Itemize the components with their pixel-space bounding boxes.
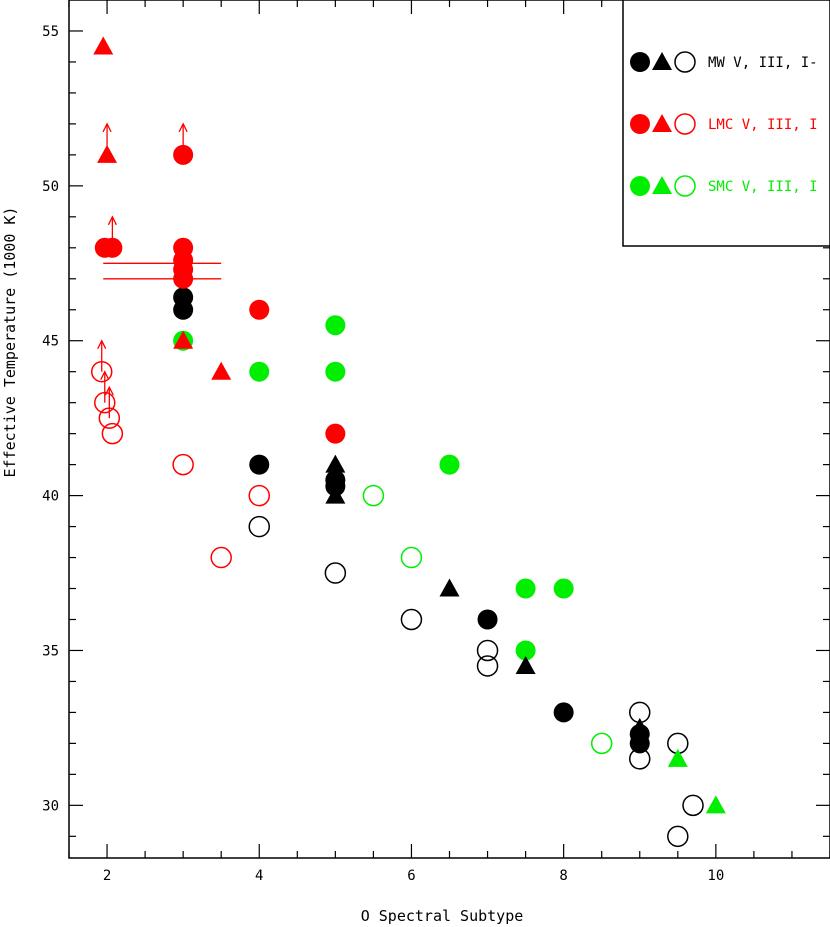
legend-open-circle-symbol [674, 113, 696, 135]
mw-v-point [477, 609, 498, 630]
arrow-head [107, 215, 117, 226]
arrow-head [102, 122, 112, 133]
mw-i-point [476, 639, 499, 662]
x-tick-label: 2 [103, 868, 111, 884]
legend-entry: MW V, III, I- [630, 51, 818, 73]
legend-triangle-symbol [652, 114, 672, 132]
lmc-v-point [173, 268, 194, 289]
mw-iii-point [325, 485, 346, 504]
smc-v-point [553, 578, 574, 599]
smc-iii-point [667, 748, 688, 767]
smc-v-point [325, 315, 346, 336]
lmc-iii-point [173, 330, 194, 349]
x-tick-label: 10 [707, 868, 724, 884]
lower-limit-arrow [97, 339, 107, 372]
lmc-iii-point [93, 36, 114, 55]
lmc-iii-point [97, 144, 118, 163]
data-markers [90, 36, 726, 848]
smc-i-point [362, 484, 385, 507]
x-tick-label: 6 [407, 868, 415, 884]
smc-v-point [515, 640, 536, 661]
lmc-i-point [248, 484, 270, 507]
axis-ticks: 2 4 6 8 10 30 35 40 45 50 55 [42, 0, 830, 884]
legend-triangle-symbol [652, 176, 672, 194]
lmc-v-point [173, 144, 194, 165]
mw-iii-point [515, 655, 536, 674]
mw-i-point [248, 515, 270, 538]
mw-iii-point [325, 454, 346, 473]
lmc-iii-point [211, 361, 232, 380]
y-tick-label: 35 [42, 643, 59, 659]
y-tick-label: 55 [42, 24, 59, 40]
legend-filled-circle-symbol [630, 176, 650, 196]
mw-iii-point [439, 578, 460, 597]
x-tick-label: 8 [559, 868, 567, 884]
lmc-i-point [90, 360, 113, 383]
x-axis-label: O Spectral Subtype [361, 907, 524, 925]
legend: MW V, III, I- LMC V, III, I SMC V, III, I [622, 0, 830, 247]
lmc-v-point [325, 423, 346, 444]
mw-i-point [476, 655, 499, 677]
lmc-i-point [101, 422, 124, 445]
y-tick-label: 45 [42, 334, 59, 350]
x-tick-label: 4 [255, 868, 263, 884]
lmc-i-point [94, 391, 116, 414]
mw-i-point [400, 608, 423, 631]
lmc-i-point [172, 453, 194, 476]
lower-limit-arrow [100, 370, 110, 403]
smc-i-point [590, 732, 613, 755]
legend-open-circle-symbol [674, 51, 696, 73]
legend-open-circle-symbol [674, 175, 696, 197]
y-axis-label: Effective Temperature (1000 K) [1, 207, 19, 478]
lower-limit-arrow [104, 385, 114, 419]
mw-iii-point [325, 467, 346, 486]
legend-items: MW V, III, I- LMC V, III, I SMC V, III, I [630, 51, 818, 197]
arrow-head [97, 339, 107, 349]
lmc-v-point [249, 299, 270, 320]
mw-i-point [324, 562, 347, 584]
y-tick-label: 30 [42, 798, 59, 814]
smc-i-point [400, 546, 423, 569]
smc-v-point [325, 361, 346, 382]
lmc-i-point [210, 546, 232, 569]
lmc-v-point [102, 237, 123, 258]
mw-i-point [682, 794, 704, 817]
smc-iii-point [705, 795, 726, 814]
smc-v-point [515, 578, 536, 599]
y-tick-label: 50 [42, 179, 59, 195]
smc-v-point [439, 454, 460, 475]
mw-v-point [553, 702, 574, 723]
mw-iii-point [629, 717, 650, 736]
legend-triangle-symbol [652, 52, 672, 70]
mw-v-point [173, 287, 194, 308]
legend-entry: SMC V, III, I [630, 175, 818, 197]
mw-v-point [249, 454, 270, 475]
legend-label: LMC V, III, I [708, 117, 818, 133]
mw-i-point [667, 825, 689, 848]
legend-label: MW V, III, I- [708, 55, 818, 71]
legend-filled-circle-symbol [630, 52, 650, 72]
legend-entry: LMC V, III, I [630, 113, 818, 135]
legend-filled-circle-symbol [630, 114, 650, 134]
chart-annotations [97, 122, 222, 419]
smc-v-point [249, 361, 270, 382]
lmc-i-point [98, 407, 121, 429]
legend-label: SMC V, III, I [708, 179, 818, 195]
y-tick-label: 40 [42, 489, 59, 505]
arrow-head [178, 122, 188, 133]
arrow-head [100, 370, 110, 380]
